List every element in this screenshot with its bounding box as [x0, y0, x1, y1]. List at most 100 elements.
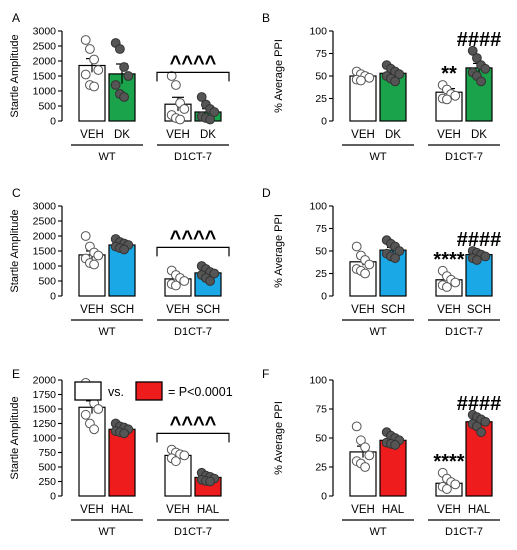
- y-tick-label: 0: [321, 491, 327, 503]
- y-tick-label: 750: [38, 447, 56, 459]
- y-tick-label: 75: [315, 48, 327, 60]
- group-label: WT: [98, 326, 115, 338]
- data-point: [89, 54, 99, 65]
- data-point: [80, 409, 91, 420]
- category-label: DK: [385, 129, 401, 141]
- y-tick-label: 500: [38, 101, 56, 113]
- y-tick-label: 25: [315, 268, 327, 280]
- y-tick-label: 500: [38, 276, 56, 288]
- data-point: [442, 94, 452, 105]
- data-point: [119, 62, 129, 72]
- group-label: D1CT-7: [174, 326, 212, 338]
- y-tick-label: 1000: [33, 433, 57, 445]
- y-tick-label: 100: [309, 26, 327, 38]
- data-point: [205, 476, 216, 487]
- group-label: WT: [98, 151, 115, 163]
- data-point: [360, 442, 371, 453]
- data-point: [480, 416, 491, 427]
- group-label: D1CT-7: [174, 151, 212, 163]
- group-label: D1CT-7: [174, 526, 212, 538]
- panel-C: C 0 500 1000 1500 2000 2500 3000 Startle Amplitu…: [9, 186, 230, 338]
- data-point: [171, 456, 181, 467]
- legend: vs. = P<0.0001: [74, 381, 233, 401]
- y-tick-label: 0: [50, 491, 56, 503]
- y-tick-label: 2000: [33, 375, 57, 387]
- group-label: WT: [369, 526, 386, 538]
- y-tick-label: 100: [309, 375, 327, 387]
- group-label: WT: [98, 526, 115, 538]
- y-axis-label: % Average PPI: [273, 401, 285, 475]
- y-tick-label: 50: [315, 71, 327, 83]
- data-point: [390, 76, 401, 87]
- data-point: [80, 231, 91, 241]
- panel-letter: A: [12, 11, 20, 25]
- y-tick-label: 0: [321, 291, 327, 303]
- category-label: SCH: [381, 304, 405, 316]
- data-point: [360, 462, 371, 472]
- y-tick-label: 75: [315, 223, 327, 235]
- y-tick-label: 0: [50, 116, 56, 128]
- y-tick-label: 500: [38, 462, 56, 474]
- category-label: DK: [471, 129, 487, 141]
- y-tick-label: 2000: [33, 56, 57, 68]
- data-point: [110, 80, 121, 90]
- legend-swatch-treated: [135, 381, 163, 401]
- data-point: [171, 80, 181, 90]
- data-point: [351, 241, 362, 252]
- y-tick-label: 1000: [33, 86, 57, 98]
- panel-E: E 0 250 500 750 1000 1250 1500 1750 2000 Startle A…: [9, 367, 230, 538]
- y-tick-label: 2000: [33, 231, 57, 243]
- category-label: HAL: [197, 504, 220, 516]
- panel-A: A 0 500 1000 1500 2000 2500 3000 Startle Amplitu…: [9, 11, 230, 163]
- significance-bracket: [156, 246, 230, 257]
- y-tick-label: 25: [315, 93, 327, 105]
- data-point: [196, 92, 207, 102]
- bar: [108, 428, 136, 497]
- category-label: VEH: [351, 504, 375, 516]
- data-point: [119, 92, 129, 102]
- category-label: VEH: [166, 504, 190, 516]
- data-point: [450, 90, 461, 101]
- data-point: [123, 71, 134, 81]
- data-point: [476, 427, 487, 438]
- data-point: [80, 69, 91, 80]
- y-tick-label: 3000: [33, 26, 57, 38]
- data-point: [179, 276, 190, 286]
- y-axis-label: % Average PPI: [273, 214, 285, 288]
- group-label: D1CT-7: [445, 151, 483, 163]
- panel-B: B 0 25 50 75 100 % Average PPI VEH DK VEH DK WT D1CT…: [262, 11, 501, 163]
- category-label: VEH: [80, 504, 104, 516]
- data-point: [442, 282, 452, 292]
- data-point: [80, 35, 91, 45]
- category-label: HAL: [468, 504, 491, 516]
- category-label: VEH: [351, 304, 375, 316]
- y-axis-label: Startle Amplitude: [9, 396, 21, 479]
- category-label: VEH: [351, 129, 375, 141]
- significance-marker: ####: [457, 29, 502, 51]
- data-point: [351, 421, 362, 432]
- category-label: SCH: [196, 304, 220, 316]
- data-point: [480, 63, 491, 74]
- data-point: [450, 277, 461, 288]
- category-label: VEH: [80, 129, 104, 141]
- data-point: [175, 114, 186, 125]
- data-point: [356, 435, 366, 446]
- category-label: DK: [114, 129, 130, 141]
- panel-F: F 0 25 50 75 100 % Average PPI VEH HAL VEH HAL WT D1…: [262, 367, 501, 538]
- data-point: [472, 255, 482, 265]
- data-point: [93, 65, 104, 75]
- data-point: [85, 44, 95, 54]
- y-tick-label: 2500: [33, 41, 57, 53]
- category-label: SCH: [110, 304, 134, 316]
- y-tick-label: 0: [321, 116, 327, 128]
- data-point: [364, 450, 375, 461]
- significance-bracket: [156, 432, 230, 443]
- data-point: [394, 246, 405, 256]
- significance-marker: ^^^^: [170, 413, 217, 435]
- data-point: [119, 244, 129, 255]
- y-axis-label: % Average PPI: [273, 39, 285, 113]
- significance-marker: **: [441, 63, 457, 85]
- data-point: [356, 75, 366, 86]
- panel-letter: E: [12, 367, 20, 381]
- y-tick-label: 2500: [33, 216, 57, 228]
